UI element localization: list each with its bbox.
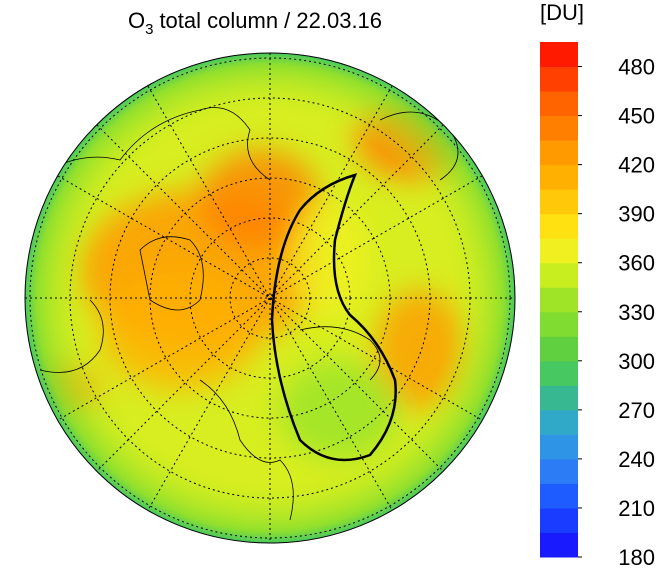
colorbar-band bbox=[540, 42, 578, 68]
colorbar-tick-label: 270 bbox=[618, 398, 655, 423]
vortex-contour bbox=[270, 173, 397, 462]
colorbar-tick-label: 360 bbox=[618, 251, 655, 276]
title: O3 total column / 22.03.16 bbox=[128, 8, 382, 38]
title-subscript: 3 bbox=[145, 21, 153, 38]
colorbar-unit: [DU] bbox=[540, 0, 584, 25]
colorbar-tick-label: 420 bbox=[618, 153, 655, 178]
colorbar-tick-label: 330 bbox=[618, 300, 655, 325]
colorbar-band bbox=[540, 532, 578, 558]
colorbar-band bbox=[540, 115, 578, 141]
graticule bbox=[25, 53, 515, 543]
colorbar-band bbox=[540, 189, 578, 215]
title-text: total column / 22.03.16 bbox=[159, 8, 382, 33]
colorbar-band bbox=[540, 458, 578, 484]
colorbar-tick-label: 450 bbox=[618, 104, 655, 129]
colorbar-band bbox=[540, 385, 578, 411]
colorbar-tick-label: 240 bbox=[618, 447, 655, 472]
map bbox=[25, 53, 515, 543]
colorbar-tick-label: 180 bbox=[618, 545, 655, 565]
colorbar-tick-label: 480 bbox=[618, 55, 655, 80]
colorbar-tick-label: 300 bbox=[618, 349, 655, 374]
colorbar-band bbox=[540, 213, 578, 239]
colorbar-band bbox=[540, 262, 578, 288]
colorbar-band bbox=[540, 360, 578, 386]
colorbar-band bbox=[540, 238, 578, 264]
map-border bbox=[24, 52, 516, 544]
colorbar-band bbox=[540, 483, 578, 509]
colorbar-band bbox=[540, 311, 578, 337]
colorbar-band bbox=[540, 287, 578, 313]
colorbar: 180 210 240 270 300 330 360 390 420 450 480 bbox=[540, 42, 655, 570]
colorbar-tick-label: 210 bbox=[618, 496, 655, 521]
colorbar-band bbox=[540, 336, 578, 362]
colorbar-band bbox=[540, 507, 578, 533]
colorbar-band bbox=[540, 140, 578, 166]
title-symbol: O bbox=[128, 8, 145, 33]
colorbar-band bbox=[540, 164, 578, 190]
colorbar-tick-label: 390 bbox=[618, 202, 655, 227]
colorbar-band bbox=[540, 409, 578, 435]
colorbar-band bbox=[540, 91, 578, 117]
colorbar-band bbox=[540, 66, 578, 92]
colorbar-band bbox=[540, 434, 578, 460]
